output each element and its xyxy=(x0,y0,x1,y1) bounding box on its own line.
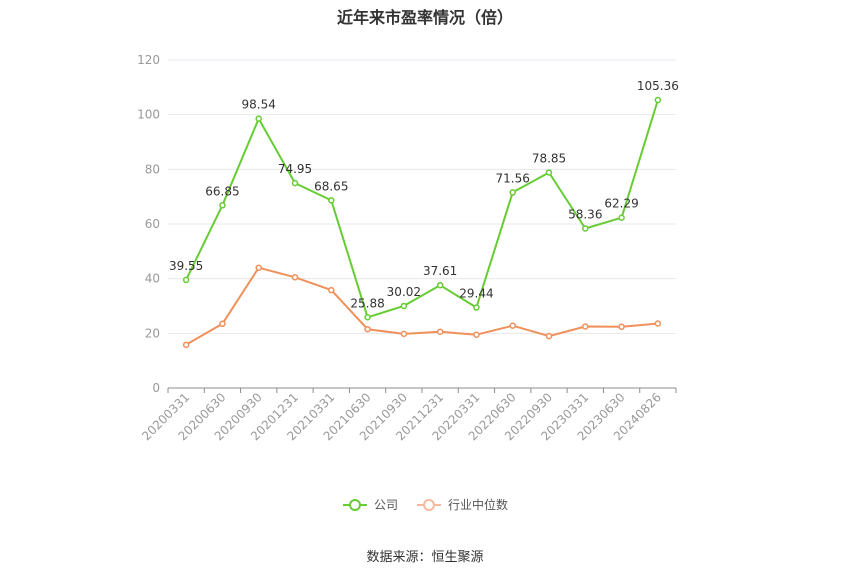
data-label-company: 105.36 xyxy=(637,79,679,93)
data-label-company: 78.85 xyxy=(532,151,566,165)
data-point-company xyxy=(328,197,335,204)
y-tick-label: 20 xyxy=(145,326,160,340)
data-label-company: 58.36 xyxy=(568,207,602,221)
data-point-company xyxy=(654,96,662,104)
data-label-company: 30.02 xyxy=(387,285,421,299)
data-label-company: 37.61 xyxy=(423,264,457,278)
data-point-company xyxy=(509,189,516,196)
data-label-company: 25.88 xyxy=(350,296,384,310)
series-line-company xyxy=(185,99,659,319)
legend-industry-marker-icon xyxy=(417,498,441,511)
data-point-company xyxy=(473,304,480,311)
data-label-company: 68.65 xyxy=(314,179,348,193)
data-point-industry-median xyxy=(182,341,190,349)
data-label-company: 39.55 xyxy=(169,259,203,273)
data-point-company xyxy=(364,314,371,321)
data-point-company xyxy=(618,214,625,221)
legend-label-company: 公司 xyxy=(373,498,398,512)
data-point-industry-median xyxy=(473,331,480,338)
data-point-industry-median xyxy=(364,325,371,333)
data-point-company xyxy=(291,179,299,187)
legend-item-industry-median[interactable]: 行业中位数 xyxy=(416,496,508,513)
data-point-company xyxy=(582,225,589,232)
axes: 0204060801001202020033120200630202009302… xyxy=(137,53,677,443)
data-point-company xyxy=(545,169,553,176)
chart-title: 近年来市盈率情况（倍） xyxy=(336,8,513,27)
data-point-industry-median xyxy=(582,323,589,330)
data-point-company xyxy=(255,115,262,122)
data-point-industry-median xyxy=(400,330,408,338)
y-tick-label: 100 xyxy=(137,108,160,122)
data-point-company xyxy=(436,281,444,289)
data-label-company: 71.56 xyxy=(496,171,530,185)
series-line-industry-median xyxy=(185,266,658,346)
legend: 公司 行业中位数 xyxy=(0,496,850,513)
data-point-industry-median xyxy=(219,320,226,328)
data-point-industry-median xyxy=(255,264,262,271)
data-point-industry-median xyxy=(509,322,516,329)
legend-item-company[interactable]: 公司 xyxy=(342,496,398,513)
legend-label-industry-median: 行业中位数 xyxy=(448,498,509,512)
y-tick-label: 80 xyxy=(145,162,160,176)
series-lines xyxy=(182,96,662,349)
data-label-company: 62.29 xyxy=(604,197,638,211)
data-point-industry-median xyxy=(328,286,335,294)
data-label-company: 98.54 xyxy=(242,98,276,112)
y-tick-label: 60 xyxy=(145,217,160,231)
data-label-company: 66.85 xyxy=(205,184,239,198)
y-tick-label: 120 xyxy=(137,53,160,67)
y-tick-label: 40 xyxy=(145,272,160,286)
data-point-company xyxy=(219,202,226,209)
data-label-company: 29.44 xyxy=(459,287,493,301)
data-point-company xyxy=(182,276,190,284)
data-point-industry-median xyxy=(545,332,553,340)
y-tick-label: 0 xyxy=(152,381,160,395)
data-source: 数据来源：恒生聚源 xyxy=(366,550,484,565)
data-point-industry-median xyxy=(436,328,444,335)
data-point-company xyxy=(400,302,408,310)
data-label-company: 74.95 xyxy=(278,162,312,176)
data-point-industry-median xyxy=(654,320,662,327)
data-point-industry-median xyxy=(618,323,625,331)
data-point-industry-median xyxy=(291,274,299,281)
legend-company-marker-icon xyxy=(342,498,367,511)
